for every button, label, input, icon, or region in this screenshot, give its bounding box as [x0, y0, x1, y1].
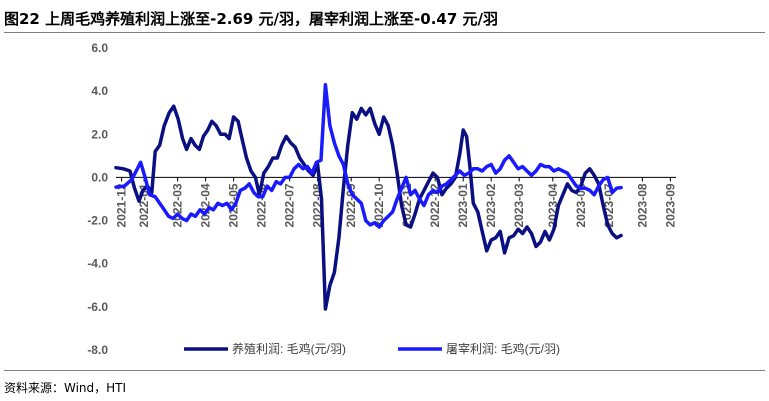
source-note: 资料来源：Wind，HTI	[4, 370, 765, 396]
x-tick-label: 2022-07	[283, 183, 297, 227]
x-tick-label: 2023-02	[484, 183, 498, 227]
series-line-1	[114, 104, 623, 311]
figure-title: 图22 上周毛鸡养殖利润上涨至-2.69 元/羽，屠宰利润上涨至-0.47 元/…	[4, 6, 765, 33]
y-axis: 6.0 4.0 2.0 0.0 -2.0 -4.0 -6.0 -8.0	[87, 41, 108, 357]
series-line-2	[114, 82, 623, 229]
x-tick-label: 2022-12	[428, 183, 442, 227]
line-chart: 6.0 4.0 2.0 0.0 -2.0 -4.0 -6.0 -8.0 2021-12 2022…	[87, 41, 677, 357]
x-tick-label: 2023-01	[456, 183, 470, 227]
x-tick-label: 2023-08	[635, 183, 649, 227]
x-tick-label: 2022-03	[171, 183, 185, 227]
x-tick-label: 2023-06	[574, 183, 588, 227]
x-tick-label: 2022-04	[199, 183, 213, 227]
x-tick-label: 2022-10	[372, 183, 386, 227]
y-tick-label: -4.0	[87, 257, 108, 271]
x-tick-label: 2023-09	[663, 183, 677, 227]
y-tick-label: 0.0	[91, 170, 108, 184]
legend-label-2: 屠宰利润: 毛鸡(元/羽)	[446, 341, 560, 356]
x-tick-label: 2021-12	[115, 183, 129, 227]
y-tick-label: -2.0	[87, 214, 108, 228]
legend-label-1: 养殖利润: 毛鸡(元/羽)	[232, 341, 346, 356]
y-tick-label: -6.0	[87, 300, 108, 314]
legend: 养殖利润: 毛鸡(元/羽) 屠宰利润: 毛鸡(元/羽)	[184, 341, 560, 356]
series-layer	[114, 82, 623, 311]
y-tick-label: -8.0	[87, 343, 108, 357]
x-tick-label: 2023-03	[512, 183, 526, 227]
x-tick-label: 2022-09	[344, 183, 358, 227]
y-tick-label: 2.0	[91, 127, 108, 141]
y-tick-label: 4.0	[91, 84, 108, 98]
y-tick-label: 6.0	[91, 41, 108, 55]
